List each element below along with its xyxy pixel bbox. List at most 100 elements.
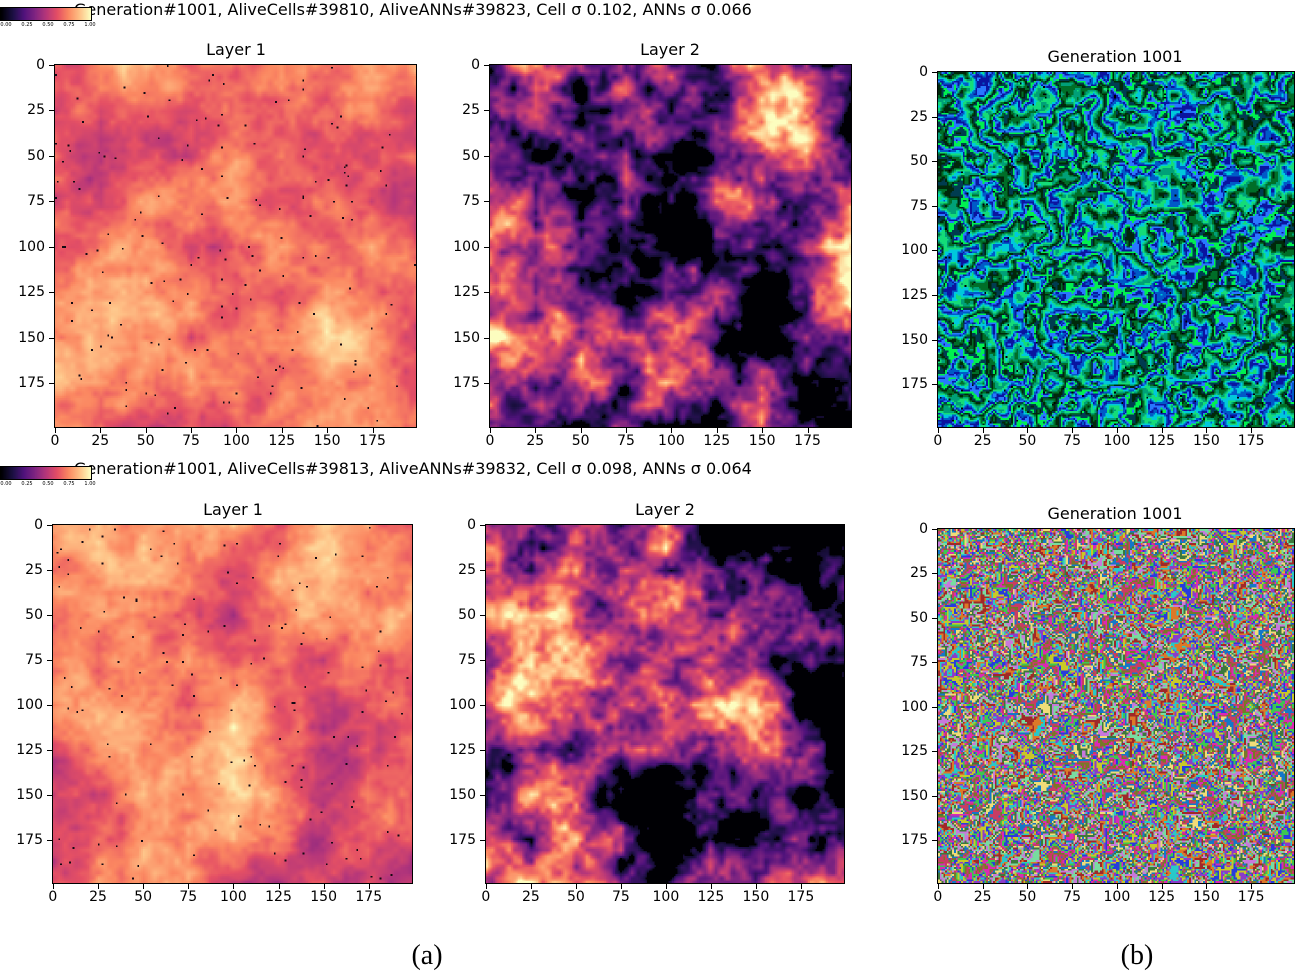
y-tick-label: 150 xyxy=(453,329,480,346)
colorbar-tick-label: 0.25 xyxy=(21,481,33,487)
x-tick-mark xyxy=(1072,884,1074,889)
y-tick-label: 75 xyxy=(25,651,43,668)
x-tick-mark xyxy=(1161,428,1163,433)
x-tick-mark xyxy=(1027,884,1029,889)
x-tick-label: 125 xyxy=(265,889,292,905)
y-tick-label: 150 xyxy=(901,787,928,804)
x-tick-label: 50 xyxy=(566,889,585,905)
x-tick-label: 100 xyxy=(223,433,250,449)
x-tick-mark xyxy=(233,884,235,889)
y-tick-label: 0 xyxy=(467,516,476,533)
x-tick-label: 25 xyxy=(526,433,545,449)
x-tick-label: 175 xyxy=(355,889,383,905)
y-tick-mark xyxy=(480,614,485,616)
heatmap-plot xyxy=(485,524,845,884)
x-tick-mark xyxy=(937,884,939,889)
x-tick-label: 75 xyxy=(611,889,630,905)
y-tick-mark xyxy=(932,205,937,207)
colorbar-tick-label: 0.00 xyxy=(0,481,12,487)
x-tick-label: 100 xyxy=(1103,433,1131,449)
y-tick-label: 25 xyxy=(458,561,476,578)
x-tick-label: 150 xyxy=(313,433,341,449)
y-tick-label: 50 xyxy=(910,153,928,170)
y-tick-label: 175 xyxy=(18,375,45,392)
x-tick-mark xyxy=(1116,884,1118,889)
y-tick-mark xyxy=(49,246,54,248)
x-tick-mark xyxy=(327,428,329,433)
x-tick-mark xyxy=(1116,428,1118,433)
y-tick-mark xyxy=(47,794,52,796)
y-tick-mark xyxy=(49,337,54,339)
y-tick-label: 125 xyxy=(449,741,476,758)
y-tick-label: 125 xyxy=(16,741,43,758)
x-tick-mark xyxy=(1072,428,1074,433)
x-tick-mark xyxy=(489,428,491,433)
y-tick-label: 0 xyxy=(919,63,928,80)
y-tick-label: 75 xyxy=(27,193,45,210)
y-tick-mark xyxy=(932,706,937,708)
y-tick-label: 150 xyxy=(16,786,43,803)
x-tick-mark xyxy=(665,884,667,889)
colorbar-tick-label: 1.00 xyxy=(84,481,96,487)
y-tick-label: 175 xyxy=(901,832,928,849)
x-tick-label: 0 xyxy=(485,433,495,449)
x-tick-mark xyxy=(535,428,537,433)
y-tick-mark xyxy=(484,383,489,385)
x-tick-mark xyxy=(278,884,280,889)
y-tick-label: 150 xyxy=(901,331,928,348)
y-tick-label: 50 xyxy=(458,606,476,623)
y-tick-label: 125 xyxy=(18,284,45,301)
x-tick-label: 75 xyxy=(1063,433,1082,449)
x-tick-mark xyxy=(982,884,984,889)
x-tick-mark xyxy=(236,428,238,433)
x-tick-mark xyxy=(716,428,718,433)
y-tick-mark xyxy=(484,155,489,157)
x-tick-label: 25 xyxy=(89,889,107,905)
y-tick-label: 125 xyxy=(901,287,928,304)
x-tick-label: 25 xyxy=(973,889,992,905)
x-tick-mark xyxy=(762,428,764,433)
y-tick-mark xyxy=(932,295,937,297)
y-tick-label: 175 xyxy=(453,375,480,392)
y-tick-mark xyxy=(49,110,54,112)
x-tick-mark xyxy=(368,884,370,889)
y-tick-mark xyxy=(932,528,937,530)
y-tick-label: 75 xyxy=(910,197,928,214)
x-tick-label: 150 xyxy=(742,889,770,905)
y-tick-label: 0 xyxy=(36,56,45,73)
x-tick-label: 150 xyxy=(748,433,776,449)
panel-title: Layer 1 xyxy=(206,40,266,59)
y-tick-mark xyxy=(49,155,54,157)
colorbar-tick-label: 0.00 xyxy=(0,22,12,28)
x-tick-label: 0 xyxy=(50,433,60,449)
heatmap-image xyxy=(938,72,1294,427)
x-tick-mark xyxy=(145,428,147,433)
figure-caption: (b) xyxy=(1120,940,1154,971)
x-tick-mark xyxy=(188,884,190,889)
y-tick-label: 150 xyxy=(449,786,476,803)
x-tick-mark xyxy=(1206,428,1208,433)
x-tick-label: 100 xyxy=(1103,889,1131,905)
x-tick-label: 25 xyxy=(521,889,540,905)
colorbar-ticks: 0.00 0.25 0.50 0.75 1.00 xyxy=(0,481,96,489)
heatmap-image xyxy=(938,529,1294,883)
y-tick-mark xyxy=(932,250,937,252)
x-tick-mark xyxy=(372,428,374,433)
y-tick-mark xyxy=(932,161,937,163)
y-tick-label: 0 xyxy=(919,520,928,537)
y-tick-mark xyxy=(932,339,937,341)
x-tick-label: 150 xyxy=(310,889,338,905)
y-tick-label: 0 xyxy=(34,516,43,533)
x-tick-mark xyxy=(1251,428,1253,433)
y-tick-mark xyxy=(47,749,52,751)
colorbar-tick-label: 0.75 xyxy=(63,22,75,28)
y-tick-label: 175 xyxy=(449,831,476,848)
y-tick-label: 25 xyxy=(462,102,480,119)
x-tick-mark xyxy=(143,884,145,889)
colorbar-gradient xyxy=(0,7,92,21)
x-tick-label: 25 xyxy=(973,433,992,449)
x-tick-label: 100 xyxy=(658,433,685,449)
y-tick-mark xyxy=(932,795,937,797)
y-tick-mark xyxy=(49,201,54,203)
y-tick-mark xyxy=(932,116,937,118)
